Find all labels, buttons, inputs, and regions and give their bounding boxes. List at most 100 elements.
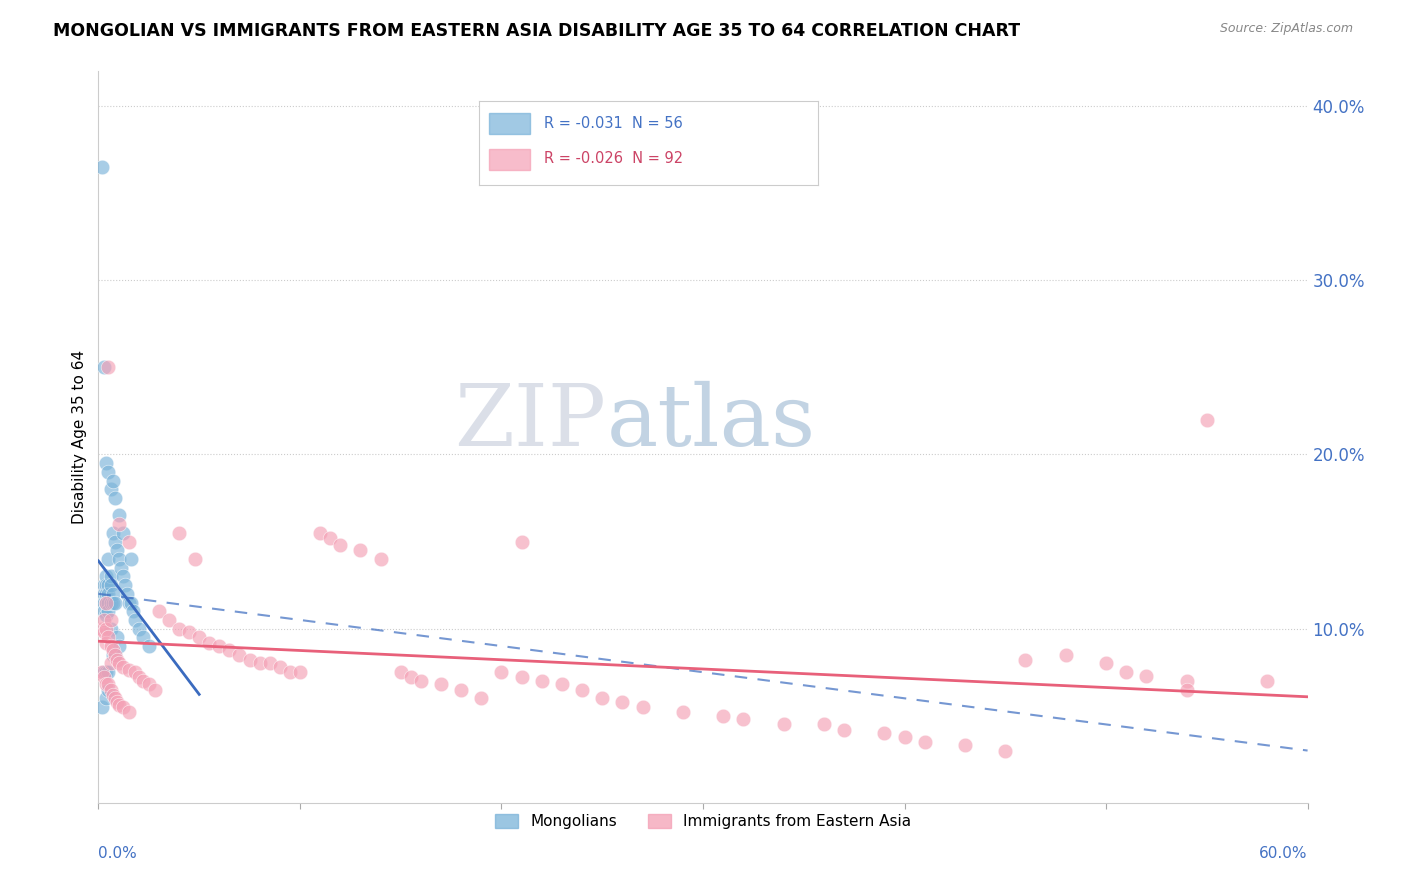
Point [93, 670, 115, 684]
Point [100, 639, 122, 653]
Point [551, 677, 574, 691]
Point [93, 604, 115, 618]
Text: ZIP: ZIP [454, 381, 606, 464]
Point [430, 677, 453, 691]
Point [97, 360, 120, 375]
Point [97, 465, 120, 479]
Point [100, 595, 122, 609]
Point [813, 717, 835, 731]
Point [148, 604, 170, 618]
Point [93, 613, 115, 627]
Point [93, 665, 115, 680]
Point [101, 595, 124, 609]
Legend: Mongolians, Immigrants from Eastern Asia: Mongolians, Immigrants from Eastern Asia [489, 808, 917, 836]
Point [107, 657, 129, 671]
Point [198, 635, 221, 649]
Point [399, 670, 422, 684]
Point [370, 552, 392, 566]
Point [873, 726, 896, 740]
Point [672, 705, 695, 719]
Point [893, 730, 915, 744]
Point [91, 665, 114, 680]
Point [389, 665, 412, 680]
Point [105, 543, 128, 558]
Point [631, 700, 654, 714]
Point [111, 660, 134, 674]
Point [103, 595, 125, 609]
Point [571, 682, 593, 697]
Point [103, 534, 125, 549]
Point [91, 700, 114, 714]
Point [259, 657, 281, 671]
Text: 60.0%: 60.0% [1260, 847, 1308, 862]
Point [167, 525, 190, 540]
Point [97, 665, 120, 680]
Point [329, 538, 352, 552]
Point [91, 160, 114, 174]
Point [450, 682, 472, 697]
Point [97, 587, 120, 601]
Point [124, 665, 146, 680]
Point [120, 595, 142, 609]
Point [103, 648, 125, 662]
Point [101, 688, 124, 702]
Point [96, 635, 118, 649]
Point [184, 552, 207, 566]
Point [128, 670, 150, 684]
Point [100, 682, 122, 697]
Point [105, 653, 128, 667]
Point [349, 543, 371, 558]
Point [97, 677, 120, 691]
Point [1256, 673, 1278, 688]
Point [249, 657, 271, 671]
Point [1175, 682, 1198, 697]
Point [97, 604, 120, 618]
Point [110, 560, 132, 574]
Point [1115, 665, 1137, 680]
Point [1135, 668, 1157, 682]
Point [914, 735, 936, 749]
Text: MONGOLIAN VS IMMIGRANTS FROM EASTERN ASIA DISABILITY AGE 35 TO 64 CORRELATION CH: MONGOLIAN VS IMMIGRANTS FROM EASTERN ASI… [53, 22, 1021, 40]
Point [100, 569, 122, 583]
Point [218, 642, 240, 657]
Point [132, 673, 155, 688]
Point [118, 705, 141, 719]
Point [1095, 657, 1118, 671]
Point [994, 743, 1017, 757]
Point [228, 648, 250, 662]
Point [118, 595, 141, 609]
Point [711, 708, 734, 723]
Point [96, 622, 118, 636]
Point [100, 613, 122, 627]
Point [100, 622, 122, 636]
Point [239, 653, 262, 667]
Point [733, 712, 755, 726]
Point [100, 483, 122, 497]
Point [114, 578, 136, 592]
Point [91, 622, 114, 636]
Point [309, 525, 332, 540]
Point [208, 639, 231, 653]
Point [591, 691, 613, 706]
Point [409, 673, 432, 688]
Y-axis label: Disability Age 35 to 64: Disability Age 35 to 64 [72, 350, 87, 524]
Point [470, 691, 492, 706]
Point [111, 700, 134, 714]
Point [93, 595, 115, 609]
Point [107, 552, 129, 566]
Point [121, 604, 143, 618]
Text: 0.0%: 0.0% [98, 847, 138, 862]
Point [93, 625, 115, 640]
Point [288, 665, 311, 680]
Text: atlas: atlas [606, 381, 815, 464]
Point [167, 622, 190, 636]
Point [107, 508, 129, 523]
Point [103, 491, 125, 505]
Point [138, 677, 160, 691]
Point [510, 670, 533, 684]
Point [278, 665, 301, 680]
Point [612, 695, 634, 709]
Point [138, 639, 160, 653]
Point [1195, 412, 1218, 426]
Point [101, 648, 124, 662]
